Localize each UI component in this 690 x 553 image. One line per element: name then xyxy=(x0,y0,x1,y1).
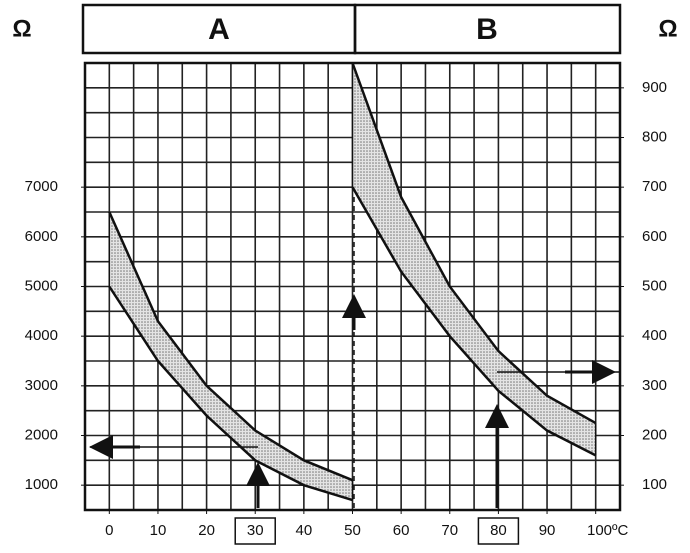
y2-tick-label: 200 xyxy=(642,426,667,443)
reading-guides xyxy=(89,195,620,508)
x-tick-label: 30 xyxy=(247,522,264,539)
y2-tick-label: 400 xyxy=(642,327,667,344)
x-tick-label: 100ºC xyxy=(587,522,629,539)
y2-tick-label: 100 xyxy=(642,476,667,493)
y2-axis-label: Ω xyxy=(658,15,677,42)
y-tick-label: 6000 xyxy=(25,228,58,245)
y-axis-label: Ω xyxy=(12,15,31,42)
y-tick-label: 5000 xyxy=(25,277,58,294)
x-tick-label: 60 xyxy=(393,522,410,539)
y-tick-label: 2000 xyxy=(25,426,58,443)
y2-tick-label: 800 xyxy=(642,128,667,145)
x-tick-label: 50 xyxy=(344,522,361,539)
x-tick-label: 40 xyxy=(296,522,313,539)
tick-box xyxy=(234,517,276,545)
y2-tick-label: 700 xyxy=(642,178,667,195)
panel-label: B xyxy=(476,13,498,46)
band-curve xyxy=(108,285,353,502)
y-tick-label: 1000 xyxy=(25,476,58,493)
x-tick-label: 10 xyxy=(150,522,167,539)
x-tick-label: 70 xyxy=(441,522,458,539)
y-tick-label: 3000 xyxy=(25,377,58,394)
y-tick-label: 4000 xyxy=(25,327,58,344)
band-curve xyxy=(351,62,597,425)
x-tick-label: 20 xyxy=(198,522,215,539)
x-tick-label: 90 xyxy=(539,522,556,539)
y2-tick-label: 500 xyxy=(642,277,667,294)
band-area xyxy=(352,63,596,456)
x-tick-label: 0 xyxy=(105,522,113,539)
y2-tick-label: 300 xyxy=(642,377,667,394)
bands xyxy=(108,62,597,502)
band-curve xyxy=(351,186,597,457)
band-curve xyxy=(108,211,353,482)
x-tick-label: 80 xyxy=(490,522,507,539)
panel-header xyxy=(353,3,622,55)
y2-tick-label: 900 xyxy=(642,79,667,96)
tick-box xyxy=(477,517,520,545)
y-tick-label: 7000 xyxy=(25,178,58,195)
panel-label: A xyxy=(208,13,230,46)
y2-tick-label: 600 xyxy=(642,228,667,245)
